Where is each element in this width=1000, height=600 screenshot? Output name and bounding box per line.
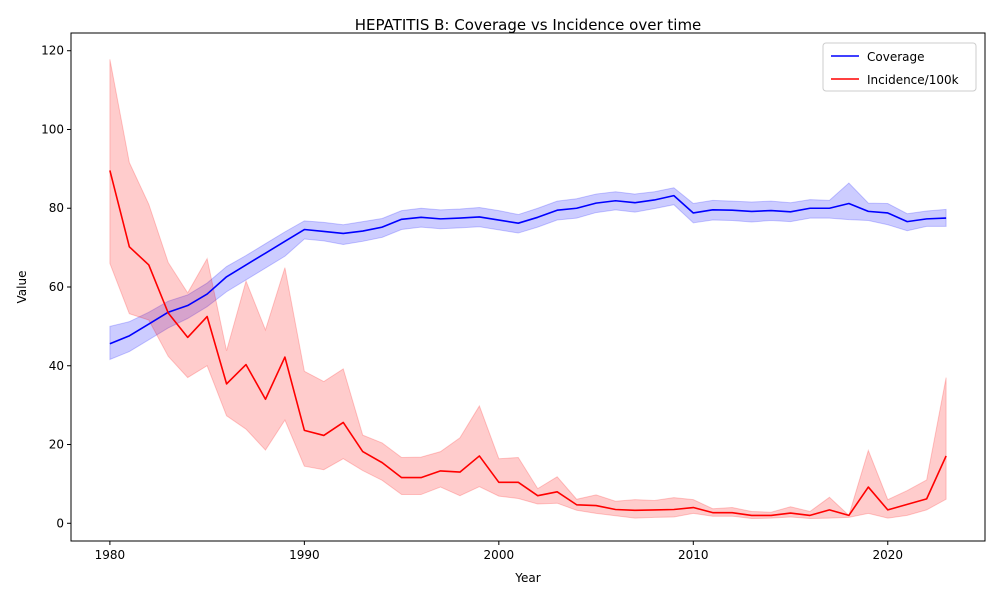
- legend: Coverage Incidence/100k: [822, 42, 977, 92]
- x-tick-label-2020: 2020: [872, 548, 903, 562]
- confidence-bands: [109, 59, 947, 520]
- band-incidence-100k: [109, 59, 947, 520]
- y-tick-label-100: 100: [41, 122, 64, 136]
- chart-title: HEPATITIS B: Coverage vs Incidence over …: [355, 16, 702, 34]
- y-tick-label-80: 80: [49, 201, 64, 215]
- x-axis-title: Year: [514, 571, 540, 585]
- legend-box: [822, 42, 977, 92]
- line-coverage: [109, 194, 947, 345]
- x-tick-label-2010: 2010: [678, 548, 709, 562]
- band-coverage: [109, 182, 947, 361]
- x-tick-label-2000: 2000: [484, 548, 515, 562]
- y-tick-label-60: 60: [49, 280, 64, 294]
- x-axis-ticks: 1980 1990 2000 2010 2020: [95, 541, 903, 562]
- y-tick-label-0: 0: [56, 516, 64, 530]
- legend-label-coverage: Coverage: [867, 50, 925, 64]
- line-incidence-100k: [109, 170, 947, 517]
- y-axis-title: Value: [15, 271, 29, 304]
- y-axis-ticks: 0 20 40 60 80 100 120: [41, 44, 71, 530]
- x-tick-label-1990: 1990: [289, 548, 320, 562]
- y-tick-label-40: 40: [49, 359, 64, 373]
- y-tick-label-120: 120: [41, 44, 64, 58]
- series-lines: [109, 170, 947, 517]
- y-tick-label-20: 20: [49, 438, 64, 452]
- x-tick-label-1980: 1980: [95, 548, 126, 562]
- legend-label-incidence: Incidence/100k: [867, 73, 959, 87]
